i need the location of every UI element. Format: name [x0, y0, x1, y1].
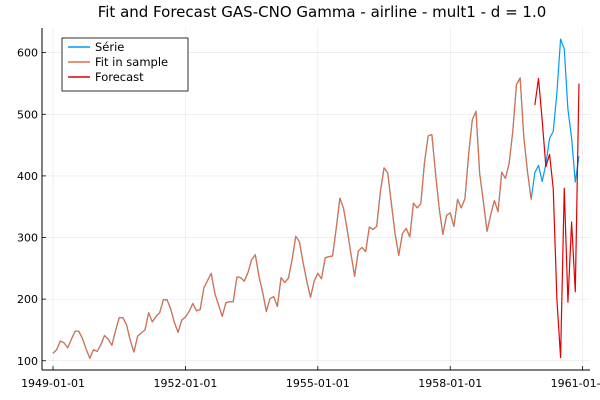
x-tick-label: 1952-01-01 [153, 377, 217, 390]
legend-label: Série [95, 40, 124, 54]
y-tick-label: 300 [17, 232, 38, 245]
x-tick-label: 1961-01-01 [551, 377, 600, 390]
series-lines [52, 38, 580, 359]
tick-labels: 100 200 300 400 500 600 1949-01-01 1952-01-01 19… [17, 47, 600, 390]
y-tick-label: 100 [17, 355, 38, 368]
series-line-3 [534, 77, 580, 359]
y-tick-label: 600 [17, 47, 38, 60]
series-line-2 [52, 77, 532, 359]
y-tick-label: 500 [17, 108, 38, 121]
chart-title: Fit and Forecast GAS-CNO Gamma - airline… [98, 3, 547, 21]
axes [41, 28, 590, 371]
x-tick-label: 1955-01-01 [286, 377, 350, 390]
legend-label: Fit in sample [95, 55, 168, 69]
x-tick-label: 1949-01-01 [21, 377, 85, 390]
legend-label: Forecast [95, 70, 144, 84]
y-tick-label: 400 [17, 170, 38, 183]
y-tick-label: 200 [17, 293, 38, 306]
x-tick-label: 1958-01-01 [418, 377, 482, 390]
